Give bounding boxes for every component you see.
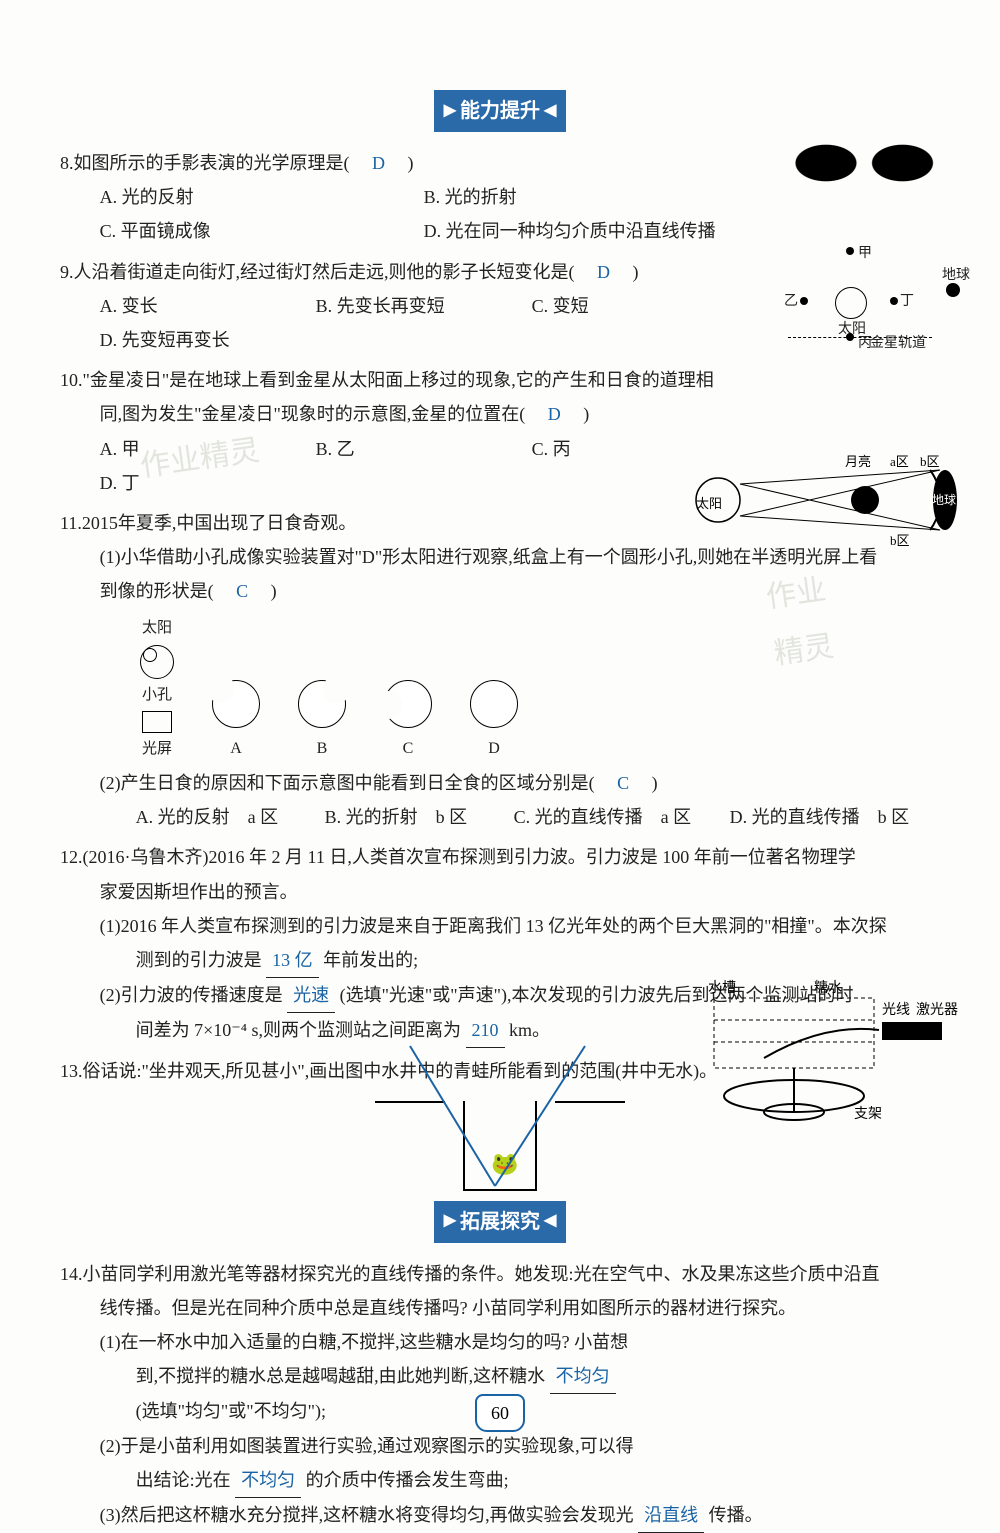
q9-stem: 9.人沿着街道走向街灯,经过街灯然后走远,则他的影子长短变化是(: [60, 262, 593, 282]
q8-answer: D: [372, 153, 385, 173]
q10-opt-d: D. 丁: [100, 466, 316, 500]
q9-opt-b: B. 先变长再变短: [316, 289, 532, 323]
q8-stem-close: ): [390, 153, 414, 173]
svg-text:a区: a区: [890, 454, 909, 469]
svg-text:b区: b区: [920, 454, 940, 469]
svg-text:激光器: 激光器: [916, 1001, 958, 1018]
q9-answer: D: [597, 262, 610, 282]
svg-text:太阳: 太阳: [696, 496, 722, 511]
q8-opt-c: C. 平面镜成像: [100, 214, 424, 248]
q11-p2-d: D. 光的直线传播 b 区: [730, 800, 928, 834]
banner-explore-label: 拓展探究: [434, 1201, 567, 1243]
q14-fill2: 不均匀: [235, 1463, 301, 1498]
banner-explore: 拓展探究: [60, 1201, 940, 1243]
q10-line1: 10."金星凌日"是在地球上看到金星从太阳面上移过的现象,它的产生和日食的道理相: [60, 363, 940, 397]
q12-fill1: 13 亿: [266, 943, 319, 978]
q10-opt-a: A. 甲: [100, 432, 316, 466]
svg-text:地球: 地球: [932, 493, 956, 507]
q11-p2-b: B. 光的折射 b 区: [325, 800, 514, 834]
q14-l2: 线传播。但是光在同种介质中总是直线传播吗? 小苗同学利用如图所示的器材进行探究。: [60, 1291, 940, 1325]
q11-p2-c: C. 光的直线传播 a 区: [514, 800, 730, 834]
q9-opt-c: C. 变短: [532, 289, 748, 323]
q12-p1b-post: 年前发出的;: [323, 950, 418, 970]
q10-line2: 同,图为发生"金星凌日"现象时的示意图,金星的位置在(: [100, 404, 544, 424]
q12-l1: 12.(2016·乌鲁木齐)2016 年 2 月 11 日,人类首次宣布探测到引…: [60, 840, 940, 874]
question-11: 11.2015年夏季,中国出现了日食奇观。 (1)小华借助小孔成像实验装置对"D…: [60, 506, 940, 834]
svg-text:月亮: 月亮: [845, 454, 871, 469]
svg-text:b区: b区: [890, 533, 910, 548]
q14-fill3: 沿直线: [638, 1498, 704, 1533]
shape-c: [384, 680, 432, 728]
q11-p2-a: A. 光的反射 a 区: [136, 800, 325, 834]
q12-p1b-pre: 测到的引力波是: [136, 950, 262, 970]
q10-answer: D: [548, 404, 561, 424]
q14-p1b-pre: 到,不搅拌的糖水总是越喝越甜,由此她判断,这杯糖水: [136, 1366, 546, 1386]
q8-opt-a: A. 光的反射: [100, 180, 424, 214]
svg-text:支架: 支架: [854, 1106, 882, 1122]
q12-p2b-post: km。: [509, 1020, 550, 1040]
q14-p1a: (1)在一杯水中加入适量的白糖,不搅拌,这些糖水是均匀的吗? 小苗想: [60, 1325, 660, 1359]
q11-p2-close: ): [634, 773, 658, 793]
q14-l1: 14.小苗同学利用激光笔等器材探究光的直线传播的条件。她发现:光在空气中、水及果…: [60, 1257, 940, 1291]
svg-text:糖水: 糖水: [814, 980, 842, 996]
svg-text:光线: 光线: [882, 1002, 910, 1018]
page-number-value: 60: [475, 1394, 525, 1432]
svg-text:水槽: 水槽: [708, 980, 736, 996]
label-screen: 光屏: [142, 735, 172, 764]
q12-p2b-pre: 间差为 7×10⁻⁴ s,则两个监测站之间距离为: [136, 1020, 461, 1040]
q8-opt-d: D. 光在同一种均匀介质中沿直线传播: [424, 214, 748, 248]
shape-d: [470, 680, 518, 728]
venus-transit-diagram: 甲 乙 太阳 丁 地球 丙 金星轨道: [760, 245, 960, 355]
shape-a: [212, 680, 260, 728]
pinhole-shapes-row: 太阳 小孔 光屏 A B C D: [140, 614, 940, 764]
q14-p2a: (2)于是小苗利用如图装置进行实验,通过观察图示的实验现象,可以得: [60, 1429, 660, 1463]
q12-fill2: 光速: [287, 978, 335, 1013]
apparatus-diagram: 水槽 糖水 光线 激光器 支架: [704, 978, 964, 1138]
banner-ability: 能力提升: [60, 90, 940, 132]
q11-ans1: C: [236, 581, 248, 601]
q12-p1a: (1)2016 年人类宣布探测到的引力波是来自于距离我们 13 亿光年处的两个巨…: [60, 909, 940, 943]
q14-p2b-pre: 出结论:光在: [136, 1470, 231, 1490]
label-aperture: 小孔: [142, 681, 172, 710]
q14-p3-pre: (3)然后把这杯糖水充分搅拌,这杯糖水将变得均匀,再做实验会发现光: [100, 1505, 634, 1525]
q10-opt-b: B. 乙: [316, 432, 532, 466]
q11-p2: (2)产生日食的原因和下面示意图中能看到日全食的区域分别是(: [100, 773, 613, 793]
q10-close: ): [565, 404, 589, 424]
q14-p3-post: 传播。: [709, 1505, 763, 1525]
banner-ability-label: 能力提升: [434, 90, 567, 132]
pinhole-setup: 太阳 小孔 光屏: [140, 614, 174, 764]
page-number: 60: [0, 1394, 1000, 1432]
q11-p1b: 到像的形状是(: [100, 581, 232, 601]
q11-ans2: C: [617, 773, 629, 793]
q12-p2a-pre: (2)引力波的传播速度是: [100, 985, 283, 1005]
q11-p1b-close: ): [253, 581, 277, 601]
eclipse-diagram: 太阳 月亮 a区 b区 b区 地球: [690, 440, 960, 560]
label-sun: 太阳: [142, 614, 172, 643]
q8-opt-b: B. 光的折射: [424, 180, 748, 214]
q8-stem: 8.如图所示的手影表演的光学原理是(: [60, 153, 368, 173]
shape-b: [298, 680, 346, 728]
q9-opt-d: D. 先变短再变长: [100, 323, 316, 357]
hand-shadow-illustration: [775, 128, 945, 198]
q9-opt-a: A. 变长: [100, 289, 316, 323]
q14-p2b-post: 的介质中传播会发生弯曲;: [306, 1470, 509, 1490]
q9-stem-close: ): [615, 262, 639, 282]
q12-l2: 家爱因斯坦作出的预言。: [60, 875, 940, 909]
q14-fill1: 不均匀: [550, 1359, 616, 1394]
